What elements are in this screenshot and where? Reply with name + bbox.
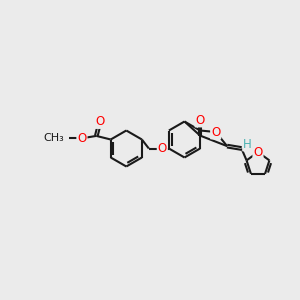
Text: CH₃: CH₃ (43, 133, 64, 143)
Text: O: O (95, 115, 104, 128)
Text: O: O (77, 132, 86, 145)
Text: O: O (196, 113, 205, 127)
Text: O: O (254, 146, 262, 159)
Text: O: O (211, 125, 220, 139)
Text: H: H (243, 137, 252, 151)
Text: O: O (158, 142, 167, 155)
